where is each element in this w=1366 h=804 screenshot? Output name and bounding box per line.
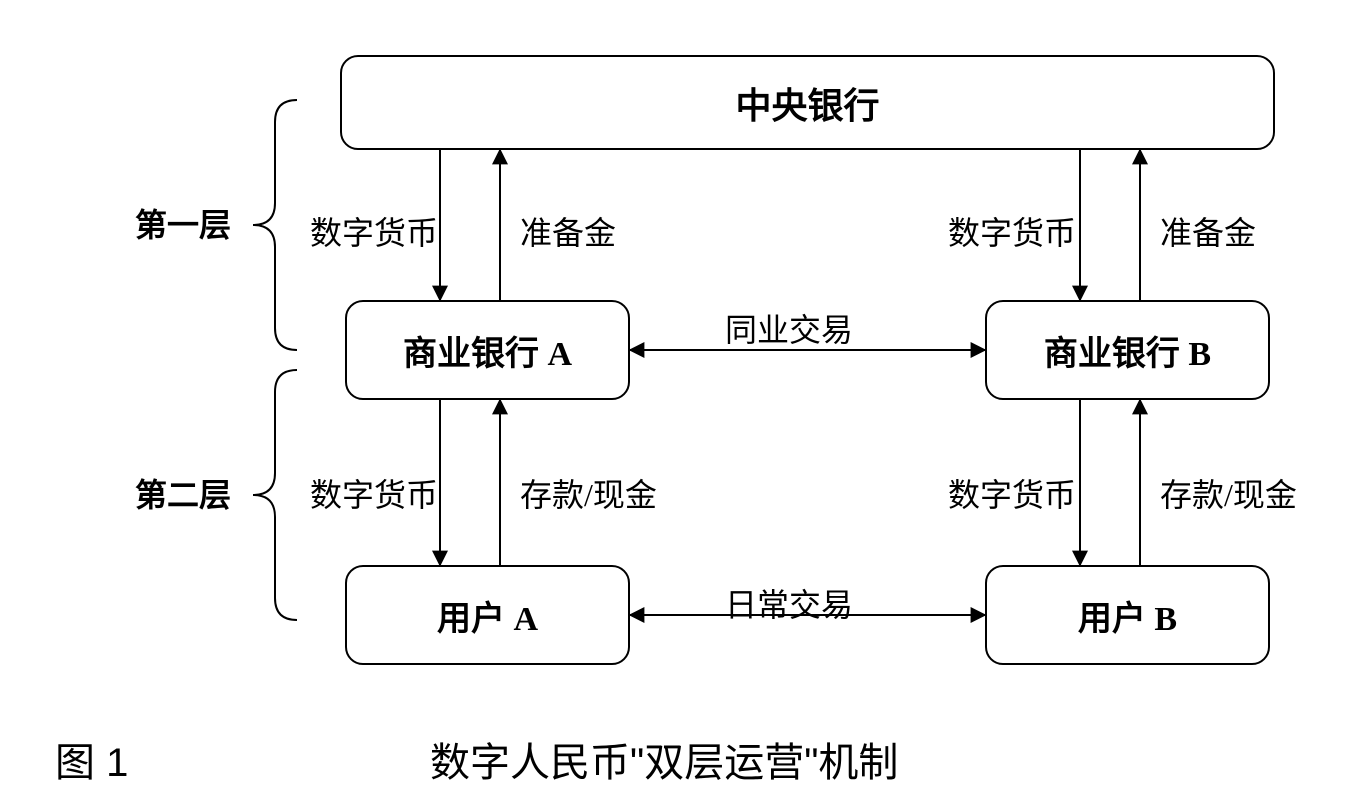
edge-cb-b-dc-label: 数字货币: [948, 208, 1076, 254]
node-user-a: 用户 A: [345, 565, 630, 665]
node-user-b: 用户 B: [985, 565, 1270, 665]
node-bank-a-label: 商业银行 A: [403, 326, 572, 375]
node-bank-b: 商业银行 B: [985, 300, 1270, 400]
edge-a-cb-res-label: 准备金: [520, 208, 616, 254]
brace-l1_brace: [253, 100, 297, 350]
caption-title: 数字人民币"双层运营"机制: [430, 730, 898, 788]
layer-2-label: 第二层: [135, 470, 231, 516]
edge-b-cb-res-label: 准备金: [1160, 208, 1256, 254]
caption-figure-number: 图 1: [55, 730, 128, 788]
edge-interbank-label: 同业交易: [725, 305, 853, 351]
brace-l2_brace: [253, 370, 297, 620]
node-user-a-label: 用户 A: [437, 591, 538, 640]
node-bank-b-label: 商业银行 B: [1044, 326, 1211, 375]
edge-b-ub-dc-label: 数字货币: [948, 470, 1076, 516]
edge-daily-label: 日常交易: [725, 580, 853, 626]
edge-a-ua-dc-label: 数字货币: [310, 470, 438, 516]
node-user-b-label: 用户 B: [1078, 591, 1177, 640]
edge-ub-b-dep-label: 存款/现金: [1160, 470, 1297, 516]
edge-cb-a-dc-label: 数字货币: [310, 208, 438, 254]
node-central-bank: 中央银行: [340, 55, 1275, 150]
node-bank-a: 商业银行 A: [345, 300, 630, 400]
edge-ua-a-dep-label: 存款/现金: [520, 470, 657, 516]
layer-1-label: 第一层: [135, 200, 231, 246]
node-central-bank-label: 中央银行: [735, 77, 879, 129]
diagram-canvas: 中央银行 商业银行 A 商业银行 B 用户 A 用户 B 第一层 第二层 数字货…: [0, 0, 1366, 804]
